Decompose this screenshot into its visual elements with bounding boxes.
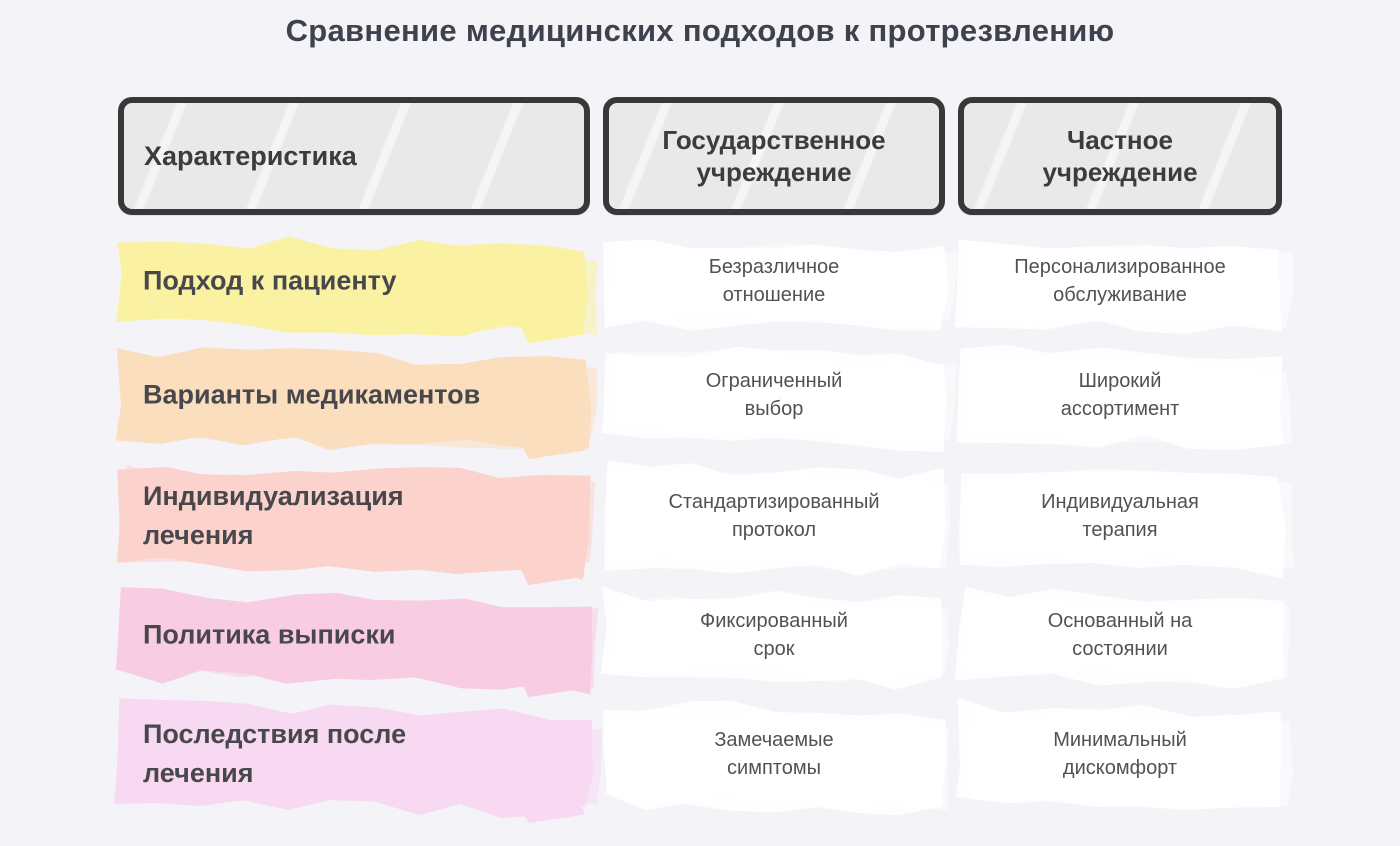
state-institution-cell: Ограниченный выбор: [601, 342, 956, 452]
row-feature-label: Подход к пациенту: [143, 265, 397, 296]
column-header-characteristic: Характеристика: [118, 97, 590, 215]
private-institution-cell: Широкий ассортимент: [956, 342, 1292, 451]
scribble-shape: [954, 239, 1294, 335]
column-header-private-label: Частное учреждение: [1042, 124, 1198, 188]
table-row: Последствия после лечения Замечаемые сим…: [113, 696, 1294, 824]
highlight-marker-scribble: [113, 696, 603, 824]
row-feature-label: Последствия после лечения: [143, 718, 407, 788]
table-row: Индивидуализация лечения Стандартизирова…: [117, 458, 1294, 586]
column-header-private-institution: Частное учреждение: [958, 97, 1282, 215]
private-institution-value: Широкий ассортимент: [1060, 370, 1180, 420]
row-feature-label: Индивидуализация лечения: [143, 480, 404, 550]
scribble-shape: [956, 344, 1292, 451]
scribble-shape: [603, 239, 959, 331]
row-feature-cell: Подход к пациенту: [116, 230, 598, 344]
private-institution-cell: Основанный на состоянии: [954, 584, 1290, 690]
scribble-shape: [956, 697, 1294, 811]
column-header-state-institution: Государственное учреждение: [603, 97, 945, 215]
scribble-shape: [115, 347, 598, 460]
state-institution-value: Замечаемые симптомы: [714, 729, 834, 779]
row-feature-cell: Политика выписки: [115, 584, 599, 698]
private-institution-cell: Персонализированное обслуживание: [954, 230, 1294, 335]
cell-white-scribble: [954, 230, 1294, 335]
private-institution-value: Основанный на состоянии: [1047, 610, 1193, 660]
scribble-shape: [959, 468, 1294, 579]
state-institution-value: Ограниченный выбор: [705, 370, 843, 420]
cell-white-scribble: [956, 696, 1294, 812]
highlight-marker-scribble: [117, 458, 596, 586]
cell-white-scribble: [600, 584, 950, 690]
table-row: Варианты медикаментов Ограниченный выбор…: [115, 342, 1292, 460]
scribble-shape: [600, 586, 950, 690]
scribble-shape: [115, 587, 599, 698]
state-institution-cell: Замечаемые симптомы: [603, 696, 950, 816]
state-institution-value: Безразличное отношение: [708, 256, 840, 306]
cell-white-scribble: [603, 458, 951, 576]
row-feature-label: Варианты медикаментов: [143, 379, 481, 410]
table-header-row: Характеристика Государственное учреждени…: [118, 97, 1282, 215]
table-row: Политика выписки Фиксированный срок Осно…: [115, 584, 1290, 698]
scribble-shape: [117, 465, 596, 586]
page-title: Сравнение медицинских подходов к протрез…: [285, 13, 1115, 48]
scribble-shape: [113, 698, 603, 824]
state-institution-cell: Стандартизированный протокол: [603, 458, 951, 576]
row-feature-cell: Варианты медикаментов: [115, 342, 598, 460]
private-institution-value: Минимальный дискомфорт: [1053, 729, 1187, 779]
row-feature-label: Политика выписки: [143, 619, 396, 650]
row-feature-cell: Последствия после лечения: [113, 696, 603, 824]
scribble-shape: [603, 700, 950, 816]
cell-white-scribble: [954, 584, 1290, 690]
table-body: Подход к пациенту Безразличное отношение…: [113, 230, 1294, 824]
scribble-shape: [954, 586, 1290, 690]
private-institution-value: Индивидуальная терапия: [1041, 491, 1199, 541]
private-institution-cell: Индивидуальная терапия: [958, 458, 1294, 579]
highlight-marker-scribble: [115, 584, 599, 698]
row-feature-cell: Индивидуализация лечения: [117, 458, 596, 586]
column-header-characteristic-label: Характеристика: [144, 140, 357, 171]
cell-white-scribble: [601, 342, 956, 452]
table-row: Подход к пациенту Безразличное отношение…: [116, 230, 1294, 344]
state-institution-cell: Безразличное отношение: [603, 230, 959, 332]
state-institution-value: Стандартизированный протокол: [668, 491, 880, 541]
private-institution-value: Персонализированное обслуживание: [1014, 256, 1226, 306]
cell-white-scribble: [958, 458, 1294, 579]
cell-white-scribble: [956, 342, 1292, 451]
cell-white-scribble: [603, 696, 950, 816]
scribble-shape: [601, 346, 956, 452]
state-institution-value: Фиксированный срок: [700, 610, 848, 660]
highlight-marker-scribble: [115, 342, 598, 460]
scribble-shape: [116, 236, 598, 344]
column-header-state-label: Государственное учреждение: [662, 124, 886, 188]
private-institution-cell: Минимальный дискомфорт: [956, 696, 1294, 812]
highlight-marker-scribble: [116, 230, 598, 344]
scribble-shape: [604, 460, 951, 576]
cell-white-scribble: [603, 230, 959, 332]
state-institution-cell: Фиксированный срок: [600, 584, 950, 690]
